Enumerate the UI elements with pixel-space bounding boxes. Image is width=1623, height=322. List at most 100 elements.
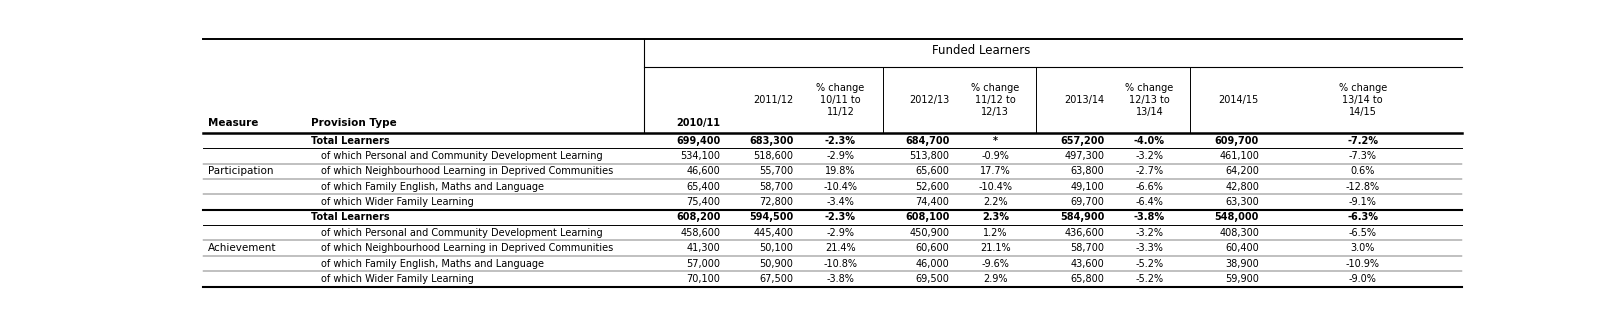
Text: 72,800: 72,800 <box>760 197 792 207</box>
Text: 684,700: 684,700 <box>904 136 949 146</box>
Text: Participation: Participation <box>208 166 273 176</box>
Text: 59,900: 59,900 <box>1224 274 1258 284</box>
Text: % change
10/11 to
11/12: % change 10/11 to 11/12 <box>816 83 863 117</box>
Text: of which Personal and Community Development Learning: of which Personal and Community Developm… <box>321 228 602 238</box>
Text: 42,800: 42,800 <box>1224 182 1258 192</box>
Text: 548,000: 548,000 <box>1214 213 1258 223</box>
Text: of which Neighbourhood Learning in Deprived Communities: of which Neighbourhood Learning in Depri… <box>321 243 613 253</box>
Text: 534,100: 534,100 <box>680 151 721 161</box>
Text: 2010/11: 2010/11 <box>675 118 721 128</box>
Text: 19.8%: 19.8% <box>824 166 855 176</box>
Text: -3.8%: -3.8% <box>1133 213 1164 223</box>
Text: 60,400: 60,400 <box>1224 243 1258 253</box>
Text: 3.0%: 3.0% <box>1350 243 1375 253</box>
Text: 608,200: 608,200 <box>675 213 721 223</box>
Text: -12.8%: -12.8% <box>1345 182 1380 192</box>
Text: of which Family English, Maths and Language: of which Family English, Maths and Langu… <box>321 259 544 269</box>
Text: -2.9%: -2.9% <box>826 228 854 238</box>
Text: % change
11/12 to
12/13: % change 11/12 to 12/13 <box>971 83 1019 117</box>
Text: -10.4%: -10.4% <box>823 182 857 192</box>
Text: 46,000: 46,000 <box>915 259 949 269</box>
Text: of which Neighbourhood Learning in Deprived Communities: of which Neighbourhood Learning in Depri… <box>321 166 613 176</box>
Text: 594,500: 594,500 <box>748 213 792 223</box>
Text: -4.0%: -4.0% <box>1133 136 1164 146</box>
Text: of which Wider Family Learning: of which Wider Family Learning <box>321 197 474 207</box>
Text: -5.2%: -5.2% <box>1134 259 1162 269</box>
Text: -3.4%: -3.4% <box>826 197 854 207</box>
Text: 55,700: 55,700 <box>758 166 792 176</box>
Text: -6.3%: -6.3% <box>1347 213 1378 223</box>
Text: of which Family English, Maths and Language: of which Family English, Maths and Langu… <box>321 182 544 192</box>
Text: -2.9%: -2.9% <box>826 151 854 161</box>
Text: 52,600: 52,600 <box>915 182 949 192</box>
Text: 65,600: 65,600 <box>915 166 949 176</box>
Text: 699,400: 699,400 <box>675 136 721 146</box>
Text: -0.9%: -0.9% <box>980 151 1008 161</box>
Text: 50,100: 50,100 <box>760 243 792 253</box>
Text: -2.3%: -2.3% <box>824 136 855 146</box>
Text: 38,900: 38,900 <box>1224 259 1258 269</box>
Text: 518,600: 518,600 <box>753 151 792 161</box>
Text: 461,100: 461,100 <box>1219 151 1258 161</box>
Text: 75,400: 75,400 <box>687 197 721 207</box>
Text: -5.2%: -5.2% <box>1134 274 1162 284</box>
Text: 63,800: 63,800 <box>1070 166 1104 176</box>
Text: -3.2%: -3.2% <box>1134 151 1162 161</box>
Text: 50,900: 50,900 <box>760 259 792 269</box>
Text: -3.2%: -3.2% <box>1134 228 1162 238</box>
Text: 49,100: 49,100 <box>1070 182 1104 192</box>
Text: 60,600: 60,600 <box>915 243 949 253</box>
Text: 609,700: 609,700 <box>1214 136 1258 146</box>
Text: 450,900: 450,900 <box>909 228 949 238</box>
Text: -9.6%: -9.6% <box>980 259 1008 269</box>
Text: 1.2%: 1.2% <box>982 228 1006 238</box>
Text: 65,400: 65,400 <box>687 182 721 192</box>
Text: 657,200: 657,200 <box>1060 136 1104 146</box>
Text: 41,300: 41,300 <box>687 243 721 253</box>
Text: -2.7%: -2.7% <box>1134 166 1162 176</box>
Text: 2012/13: 2012/13 <box>909 95 949 105</box>
Text: 67,500: 67,500 <box>760 274 792 284</box>
Text: 21.4%: 21.4% <box>824 243 855 253</box>
Text: 2.9%: 2.9% <box>982 274 1006 284</box>
Text: 70,100: 70,100 <box>687 274 721 284</box>
Text: 497,300: 497,300 <box>1063 151 1104 161</box>
Text: 0.6%: 0.6% <box>1350 166 1375 176</box>
Text: 69,700: 69,700 <box>1070 197 1104 207</box>
Text: *: * <box>992 136 997 146</box>
Text: 17.7%: 17.7% <box>979 166 1010 176</box>
Text: 2011/12: 2011/12 <box>753 95 792 105</box>
Text: 58,700: 58,700 <box>760 182 792 192</box>
Text: 2013/14: 2013/14 <box>1063 95 1104 105</box>
Text: 584,900: 584,900 <box>1060 213 1104 223</box>
Text: Achievement: Achievement <box>208 243 276 253</box>
Text: 69,500: 69,500 <box>915 274 949 284</box>
Text: 2.2%: 2.2% <box>982 197 1006 207</box>
Text: 458,600: 458,600 <box>680 228 721 238</box>
Text: 43,600: 43,600 <box>1070 259 1104 269</box>
Text: 683,300: 683,300 <box>748 136 792 146</box>
Text: 2.3%: 2.3% <box>982 213 1008 223</box>
Text: -6.4%: -6.4% <box>1134 197 1162 207</box>
Text: Provision Type: Provision Type <box>312 118 396 128</box>
Text: 64,200: 64,200 <box>1224 166 1258 176</box>
Text: % change
12/13 to
13/14: % change 12/13 to 13/14 <box>1125 83 1173 117</box>
Text: of which Personal and Community Development Learning: of which Personal and Community Developm… <box>321 151 602 161</box>
Text: 608,100: 608,100 <box>904 213 949 223</box>
Text: Total Learners: Total Learners <box>312 136 390 146</box>
Text: -7.3%: -7.3% <box>1349 151 1376 161</box>
Text: -2.3%: -2.3% <box>824 213 855 223</box>
Text: of which Wider Family Learning: of which Wider Family Learning <box>321 274 474 284</box>
Text: -10.8%: -10.8% <box>823 259 857 269</box>
Text: 57,000: 57,000 <box>687 259 721 269</box>
Text: -7.2%: -7.2% <box>1347 136 1378 146</box>
Text: 445,400: 445,400 <box>753 228 792 238</box>
Text: 65,800: 65,800 <box>1070 274 1104 284</box>
Text: -3.3%: -3.3% <box>1134 243 1162 253</box>
Text: 436,600: 436,600 <box>1063 228 1104 238</box>
Text: 513,800: 513,800 <box>909 151 949 161</box>
Text: 74,400: 74,400 <box>915 197 949 207</box>
Text: -3.8%: -3.8% <box>826 274 854 284</box>
Text: -9.1%: -9.1% <box>1349 197 1376 207</box>
Text: -10.9%: -10.9% <box>1345 259 1380 269</box>
